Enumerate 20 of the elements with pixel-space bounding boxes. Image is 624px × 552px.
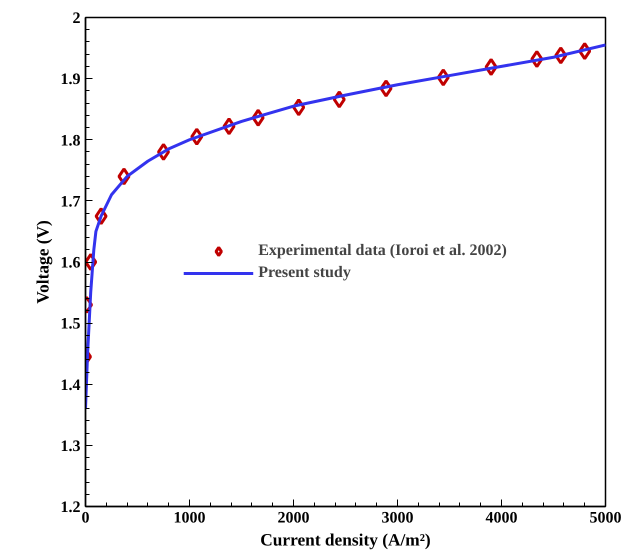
x-tick-label: 0 [82,510,90,526]
y-tick-label: 1.2 [60,499,80,516]
legend-label: Experimental data (Ioroi et al. 2002) [258,242,507,260]
y-tick-label: 1.5 [60,316,80,333]
y-tick-label: 1.8 [60,132,80,150]
y-tick-label: 2 [72,10,80,27]
y-tick-label: 1.6 [60,254,80,272]
x-tick-label: 3000 [382,510,414,526]
legend-label: Present study [258,264,351,282]
x-tick-label: 2000 [278,510,310,526]
y-tick-label: 1.4 [60,376,80,394]
y-tick-label: 1.7 [60,193,80,210]
line-series [86,44,606,410]
x-tick-label: 4000 [486,510,518,526]
x-tick-label: 1000 [174,510,206,526]
y-tick-label: 1.3 [60,438,80,455]
y-tick-label: 1.9 [60,71,80,88]
x-axis-title: Current density (A/m²) [260,530,431,550]
x-tick-label: 5000 [590,510,622,526]
y-axis-title: Voltage (V) [34,220,52,304]
